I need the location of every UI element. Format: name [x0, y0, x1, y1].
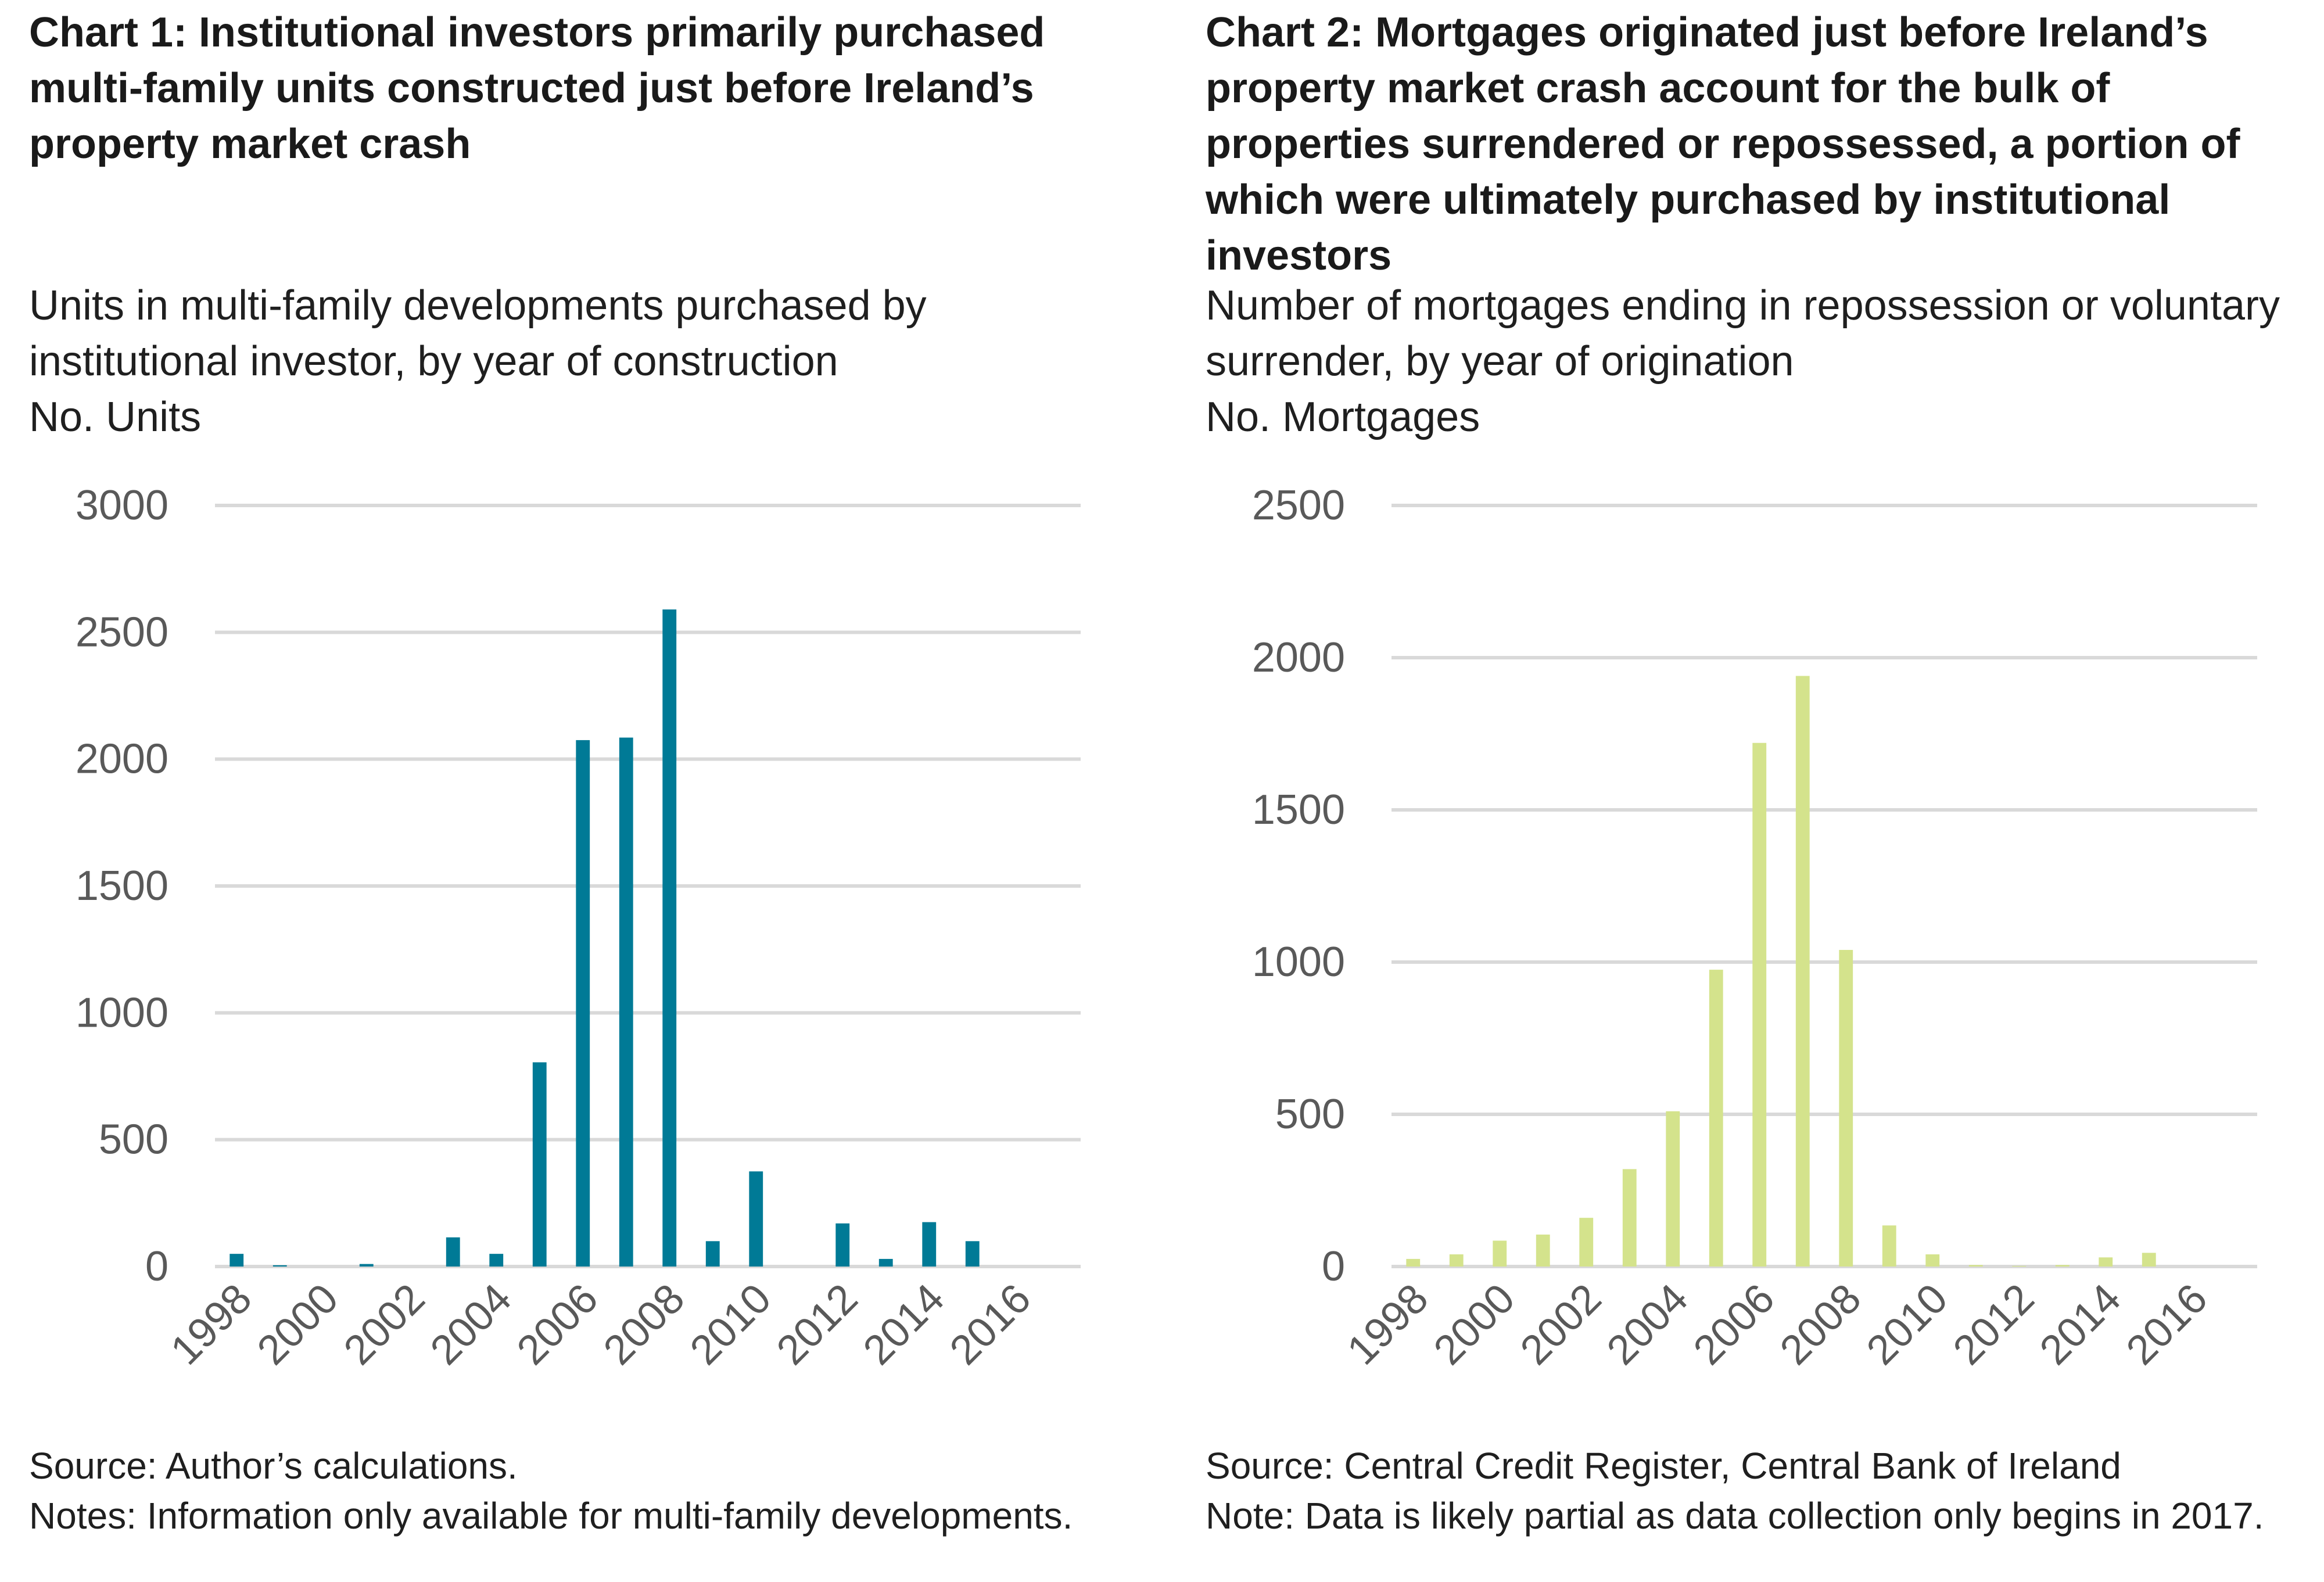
chart-2-note: Note: Data is likely partial as data col…: [1206, 1495, 2264, 1537]
bar-2011: [1968, 1265, 1983, 1267]
bar-2004: [1666, 1111, 1680, 1267]
x-tick-label: 2016: [941, 1275, 1040, 1374]
y-tick-label: 2500: [76, 609, 168, 655]
bar-2010: [749, 1171, 763, 1267]
chart-2-plot: 0 500 1000 1500 2000 2500 1998 2000 2002 2004 2006…: [1177, 459, 2309, 1423]
bar-2009: [1882, 1225, 1896, 1267]
chart-panel-2: Chart 2: Mortgages originated just befor…: [1177, 0, 2309, 1582]
y-tick-label: 2000: [76, 736, 168, 783]
chart-1-source: Source: Author’s calculations.: [29, 1445, 518, 1487]
x-tick-label: 2006: [508, 1275, 607, 1374]
chart-panel-1: Chart 1: Institutional investors primari…: [0, 0, 1133, 1582]
bar-2008: [662, 609, 677, 1267]
chart-1-plot: 0 500 1000 1500 2000 2500 3000 1998 2000 2002 2004…: [0, 459, 1133, 1423]
bar-2001: [1536, 1234, 1550, 1267]
bar-2003: [1622, 1169, 1637, 1267]
bar-2001: [359, 1264, 374, 1267]
x-tick-label: 2012: [768, 1275, 867, 1374]
x-tick-label: 1998: [162, 1275, 261, 1374]
chart-1-note: Notes: Information only available for mu…: [29, 1495, 1073, 1537]
bar-1999: [1449, 1254, 1464, 1267]
x-tick-label: 2012: [1945, 1275, 2043, 1374]
bar-2007: [1795, 676, 1810, 1267]
bar-2009: [705, 1241, 720, 1267]
chart-1-unit-label: No. Units: [29, 394, 202, 440]
bar-2013: [878, 1258, 893, 1267]
x-tick-label: 2004: [422, 1275, 521, 1374]
bar-2008: [1839, 950, 1853, 1267]
chart-1-footer: Source: Author’s calculations. Notes: In…: [29, 1441, 1133, 1541]
bar-2012: [835, 1223, 850, 1267]
bar-2000: [1493, 1240, 1507, 1267]
x-tick-label: 2008: [595, 1275, 694, 1374]
bar-1998: [1406, 1258, 1421, 1267]
bar-2012: [2012, 1265, 2027, 1267]
x-tick-label: 2014: [855, 1275, 953, 1374]
x-tick-label: 1998: [1339, 1275, 1437, 1374]
x-tick-label: 2006: [1685, 1275, 1784, 1374]
bar-2006: [576, 740, 590, 1267]
bar-2010: [1925, 1254, 1940, 1267]
y-tick-label: 2500: [1252, 482, 1345, 529]
x-tick-label: 2008: [1771, 1275, 1870, 1374]
chart-1-subtitle: Units in multi-family developments purch…: [29, 282, 927, 385]
x-tick-label: 2010: [1858, 1275, 1957, 1374]
bar-2007: [619, 737, 633, 1267]
bar-1999: [272, 1265, 287, 1267]
bar-2006: [1752, 742, 1767, 1267]
chart-1-svg: 0500100015002000250030001998200020022004…: [76, 482, 1081, 1374]
x-tick-label: 2002: [1512, 1275, 1611, 1374]
x-tick-label: 2004: [1598, 1275, 1697, 1374]
x-tick-label: 2014: [2031, 1275, 2130, 1374]
x-tick-label: 2016: [2118, 1275, 2217, 1374]
y-tick-label: 500: [99, 1117, 168, 1163]
y-tick-label: 1500: [1252, 787, 1345, 833]
y-tick-label: 0: [1322, 1243, 1345, 1290]
chart-2-source: Source: Central Credit Register, Central…: [1206, 1445, 2121, 1487]
y-tick-label: 2000: [1252, 634, 1345, 681]
y-tick-label: 1000: [1252, 939, 1345, 985]
y-tick-label: 1500: [76, 863, 168, 909]
bar-2004: [489, 1254, 504, 1267]
x-tick-label: 2000: [249, 1275, 347, 1374]
chart-2-footer: Source: Central Credit Register, Central…: [1206, 1441, 2309, 1541]
bar-2015: [2142, 1253, 2156, 1267]
x-tick-label: 2010: [682, 1275, 780, 1374]
x-tick-label: 2002: [335, 1275, 434, 1374]
x-tick-label: 2000: [1425, 1275, 1524, 1374]
bar-2014: [2099, 1257, 2113, 1267]
chart-2-unit-label: No. Mortgages: [1206, 394, 1480, 440]
chart-2-svg: 0500100015002000250019982000200220042006…: [1252, 482, 2257, 1374]
bar-2005: [532, 1062, 547, 1267]
bar-2003: [446, 1237, 460, 1267]
bar-2005: [1709, 970, 1723, 1267]
chart-2-subtitle: Number of mortgages ending in repossessi…: [1206, 282, 2280, 385]
bar-2013: [2055, 1265, 2070, 1267]
chart-2-title: Chart 2: Mortgages originated just befor…: [1206, 9, 2240, 279]
y-tick-label: 1000: [76, 989, 168, 1036]
chart-1-title: Chart 1: Institutional investors primari…: [29, 9, 1045, 167]
bar-1998: [229, 1254, 244, 1267]
y-tick-label: 3000: [76, 482, 168, 529]
bar-2014: [922, 1222, 937, 1267]
y-tick-label: 500: [1275, 1091, 1345, 1138]
y-tick-label: 0: [145, 1243, 168, 1290]
bar-2002: [1579, 1218, 1594, 1267]
bar-2015: [965, 1241, 980, 1267]
